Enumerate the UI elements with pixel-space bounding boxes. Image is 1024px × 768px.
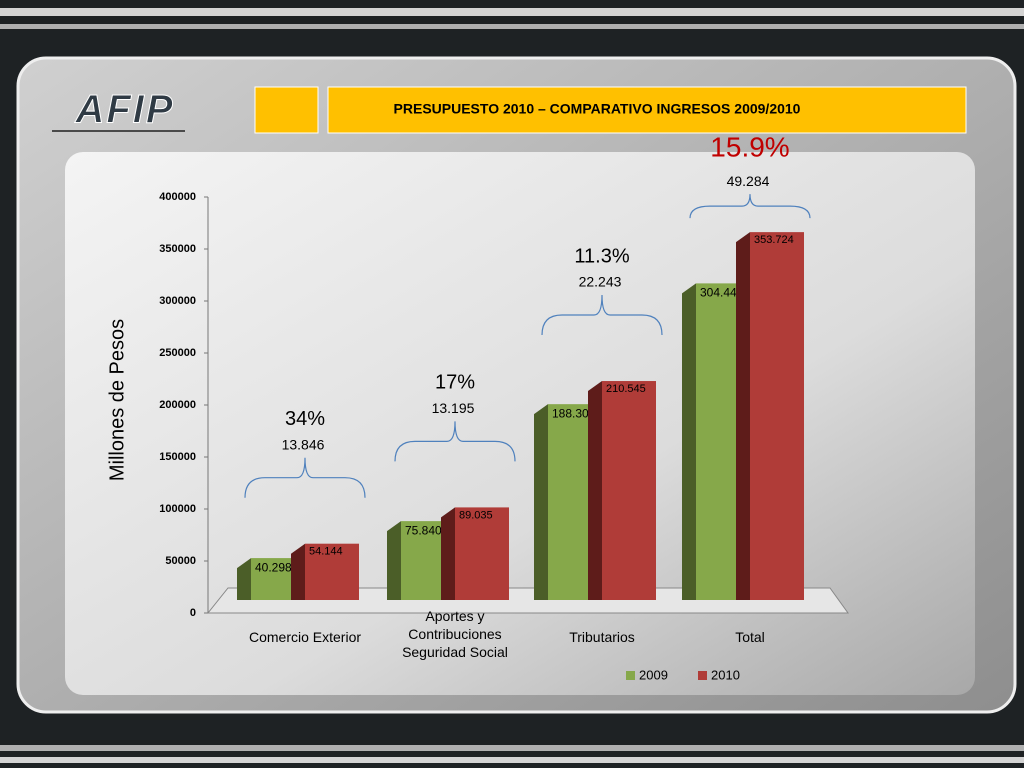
- bar-side: [588, 381, 602, 600]
- annotation-percent: 11.3%: [574, 245, 629, 267]
- legend-swatch: [698, 671, 707, 680]
- y-tick-label: 0: [190, 607, 196, 619]
- data-label: 54.144: [309, 546, 343, 558]
- bar: [602, 381, 656, 600]
- data-label: 304.440: [700, 286, 744, 300]
- bar-side: [237, 558, 251, 600]
- legend-label: 2010: [711, 667, 740, 682]
- y-tick-label: 300000: [159, 295, 196, 307]
- y-tick-label: 350000: [159, 243, 196, 255]
- data-label: 353.724: [754, 234, 794, 246]
- legend-swatch: [626, 671, 635, 680]
- y-tick-label: 200000: [159, 399, 196, 411]
- annotation-percent: 34%: [285, 408, 325, 430]
- chart-title: PRESUPUESTO 2010 – COMPARATIVO INGRESOS …: [394, 101, 801, 117]
- logo: AFIP: [74, 88, 174, 132]
- y-tick-label: 50000: [165, 555, 196, 567]
- y-tick-label: 150000: [159, 451, 196, 463]
- y-tick-label: 400000: [159, 191, 196, 203]
- annotation-percent: 15.9%: [710, 132, 789, 163]
- bar: [750, 232, 804, 600]
- stripe: [0, 8, 1024, 16]
- bar-side: [736, 232, 750, 600]
- stripe: [0, 24, 1024, 29]
- bar-side: [682, 283, 696, 600]
- bar: [305, 543, 359, 600]
- data-label: 188.302: [552, 406, 596, 420]
- data-label: 89.035: [459, 509, 493, 521]
- y-axis-label: Millones de Pesos: [106, 319, 128, 481]
- y-tick-label: 100000: [159, 503, 196, 515]
- annotation-detail: 49.284: [727, 173, 770, 189]
- bar-side: [534, 404, 548, 600]
- bar-side: [387, 521, 401, 600]
- stripe: [0, 745, 1024, 751]
- x-tick-label: Comercio Exterior: [248, 629, 362, 645]
- bar-side: [291, 543, 305, 600]
- annotation-detail: 13.846: [282, 436, 325, 452]
- data-label: 75.840: [405, 523, 442, 537]
- annotation-detail: 22.243: [579, 274, 622, 290]
- annotation-detail: 13.195: [432, 400, 475, 416]
- stripe: [0, 757, 1024, 763]
- bar-side: [441, 507, 455, 600]
- x-tick-label: Aportes y Contribuciones Seguridad Socia…: [402, 608, 508, 660]
- data-label: 210.545: [606, 383, 646, 395]
- bar: [455, 507, 509, 600]
- legend-label: 2009: [639, 667, 668, 682]
- x-tick-label: Total: [735, 629, 765, 645]
- header-box: [254, 86, 319, 134]
- title-box: [327, 86, 967, 134]
- annotation-percent: 17%: [435, 372, 475, 394]
- brace: [394, 421, 516, 462]
- x-tick-label: Tributarios: [569, 629, 635, 645]
- y-tick-label: 250000: [159, 347, 196, 359]
- data-label: 40.298: [255, 560, 292, 574]
